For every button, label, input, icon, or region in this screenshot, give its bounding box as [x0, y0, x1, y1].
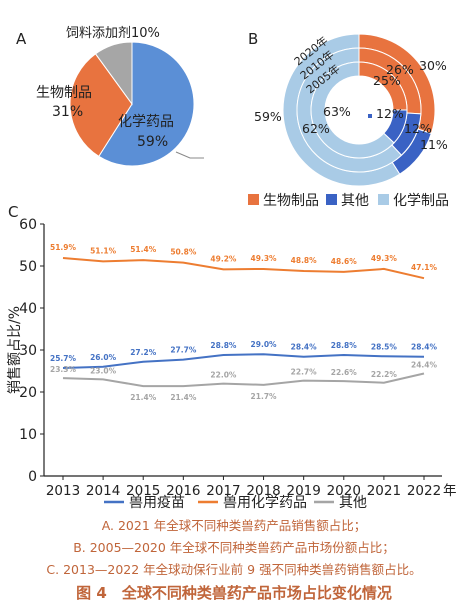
data-label: 23.3%	[50, 365, 77, 374]
pie-a-label-bio-name: 生物制品	[36, 85, 92, 101]
series-line	[62, 257, 425, 280]
series-line	[62, 372, 425, 388]
data-label: 21.7%	[251, 392, 278, 401]
pie-a-label-bio-value: 31%	[52, 104, 83, 120]
data-label: 26.0%	[90, 353, 117, 362]
data-label: 29.0%	[251, 340, 278, 349]
x-axis-tick-label: 2013	[46, 483, 80, 499]
data-label: 48.8%	[291, 256, 318, 265]
x-axis-tick-label: 2021	[367, 483, 401, 499]
panel-a-letter: A	[16, 30, 27, 48]
x-axis-tick-label: 2020	[327, 483, 361, 499]
panel-c-letter: C	[8, 203, 18, 221]
data-label: 22.7%	[291, 368, 318, 377]
data-label: 24.4%	[411, 361, 438, 370]
data-label: 28.8%	[331, 341, 358, 350]
x-axis-tick-label: 2015	[126, 483, 160, 499]
donut-b-chem-label: 63%	[323, 104, 351, 119]
data-label: 21.4%	[170, 393, 197, 402]
donut-b-chem-label: 62%	[302, 121, 330, 136]
data-label: 49.3%	[251, 254, 278, 263]
data-label: 27.2%	[130, 348, 157, 357]
legend-label: 兽用疫苗	[129, 495, 185, 511]
pie-a-label-chem-value: 59%	[137, 134, 168, 150]
data-label: 51.1%	[90, 246, 117, 255]
figure-title: 图 4 全球不同种类兽药产品市场占比变化情况	[76, 584, 392, 602]
donut-b-segment	[310, 61, 395, 159]
data-label: 25.7%	[50, 354, 77, 363]
data-label: 51.9%	[50, 243, 77, 252]
donut-b-bio-label: 26%	[386, 62, 414, 77]
data-label: 22.2%	[371, 370, 398, 379]
data-label: 51.4%	[130, 245, 157, 254]
data-label: 47.1%	[411, 263, 438, 272]
donut-b-legend-label: 其他	[341, 193, 369, 209]
data-label: 48.6%	[331, 257, 358, 266]
pie-a-slice	[69, 53, 133, 158]
pie-a-label-chem-name: 化学药品	[118, 114, 174, 130]
x-axis-tick-label: 2017	[206, 483, 240, 499]
caption-line-a: A. 2021 年全球不同种类兽药产品销售额占比；	[101, 518, 367, 533]
pie-a-slice	[94, 41, 133, 106]
y-axis-tick-label: 50	[19, 259, 37, 275]
data-label: 50.8%	[170, 248, 197, 257]
donut-b-bio-label: 25%	[373, 73, 401, 88]
donut-b-other-marker	[368, 114, 372, 118]
panel-b-letter: B	[248, 30, 258, 48]
donut-b-chem-label: 59%	[254, 109, 282, 124]
data-label: 21.4%	[130, 393, 157, 402]
panel-c-line-chart: C 0 10 20 30 40 50 60 2013 2014 2015 2016 2017 2018 20…	[7, 203, 457, 511]
data-label: 23.0%	[90, 366, 117, 375]
data-label: 28.4%	[411, 343, 438, 352]
pie-a-slice	[98, 41, 195, 167]
x-axis-tick-label: 2014	[86, 483, 120, 499]
panel-a-pie-chart: A 化学药品 59% 生物制品 31% 饲料添加剂10%	[16, 26, 204, 167]
x-axis-tick-label: 2018	[246, 483, 280, 499]
donut-b-legend-swatch	[378, 194, 389, 205]
caption-line-b: B. 2005—2020 年全球不同种类兽药产品市场份额占比；	[73, 540, 395, 555]
donut-b-other-label: 12%	[376, 106, 404, 121]
donut-b-legend-label: 化学制品	[393, 193, 449, 209]
y-axis-label: 销售额占比/%	[7, 306, 23, 394]
data-label: 28.4%	[291, 343, 318, 352]
donut-b-legend-label: 生物制品	[263, 193, 319, 209]
x-axis-unit: 年	[443, 483, 457, 499]
data-label: 28.5%	[371, 342, 398, 351]
pie-a-leader-line	[175, 151, 204, 159]
donut-b-bio-label: 30%	[419, 58, 447, 73]
donut-b-legend-swatch	[326, 194, 337, 205]
data-label: 28.8%	[210, 341, 237, 350]
x-axis-tick-label: 2019	[286, 483, 320, 499]
caption-line-c: C. 2013—2022 年全球动保行业前 9 强不同种类兽药销售额占比。	[46, 562, 422, 577]
data-label: 22.0%	[210, 371, 237, 380]
series-line	[62, 353, 425, 370]
pie-a-label-feed: 饲料添加剂10%	[66, 26, 160, 41]
x-axis-tick-label: 2016	[166, 483, 200, 499]
y-axis-tick-label: 20	[19, 385, 37, 401]
legend-label: 其他	[339, 495, 367, 511]
data-label: 27.7%	[170, 346, 197, 355]
data-label: 22.6%	[331, 368, 358, 377]
y-axis-tick-label: 60	[19, 217, 37, 233]
donut-b-other-label: 11%	[420, 137, 448, 152]
legend-label: 兽用化学药品	[223, 495, 307, 511]
x-axis-tick-label: 2022	[407, 483, 441, 499]
y-axis-tick-label: 0	[28, 469, 37, 485]
y-axis-tick-label: 30	[19, 343, 37, 359]
y-axis-tick-label: 10	[19, 427, 37, 443]
y-axis-tick-label: 40	[19, 301, 37, 317]
donut-b-legend-swatch	[248, 194, 259, 205]
data-label: 49.3%	[371, 254, 398, 263]
data-label: 49.2%	[210, 254, 237, 263]
donut-b-other-label: 12%	[404, 121, 432, 136]
